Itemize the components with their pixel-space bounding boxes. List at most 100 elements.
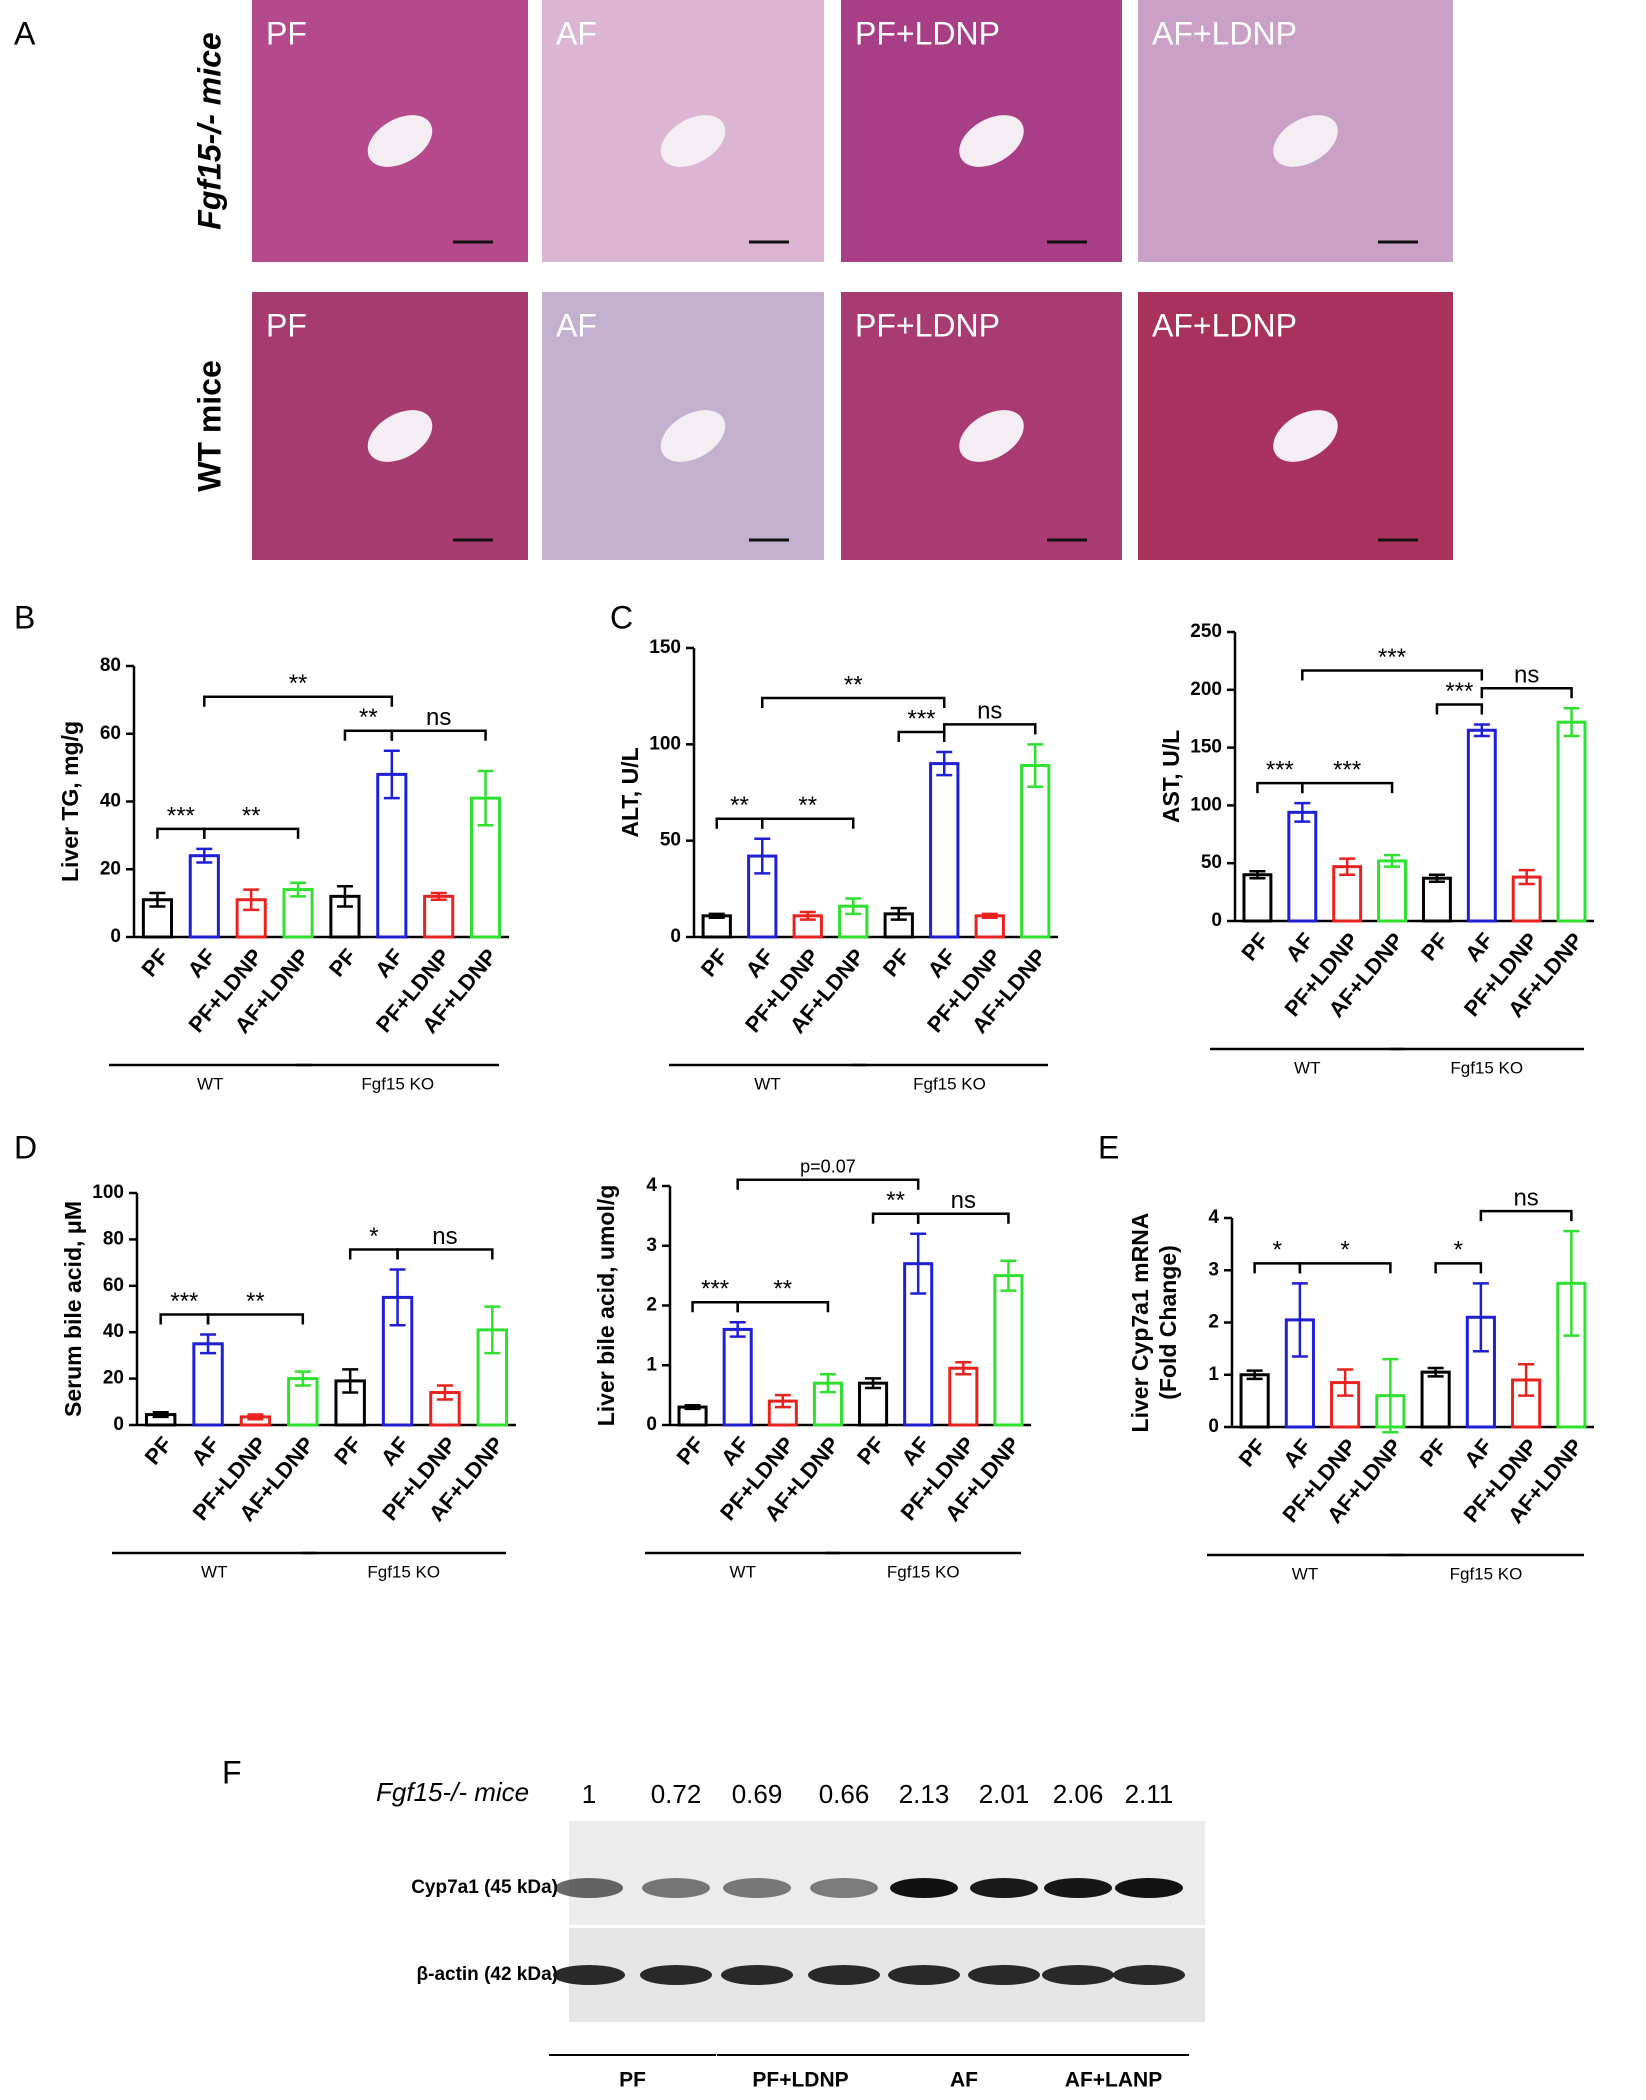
x-tick-label: AF (923, 944, 961, 983)
x-tick-label: PF (878, 944, 915, 982)
x-tick-label: PF (140, 1432, 177, 1470)
group-label: Fgf15 KO (1450, 1058, 1523, 1077)
cyp7a1-band (810, 1878, 878, 1898)
y-tick-label: 0 (113, 1414, 124, 1435)
significance-label: ns (977, 698, 1002, 725)
significance-bracket (691, 1300, 739, 1313)
bar (1466, 728, 1497, 923)
bar (858, 1381, 889, 1427)
panel-label: E (1098, 1129, 1119, 1165)
significance-label: ** (886, 1187, 905, 1214)
cyp7a1-band (555, 1878, 623, 1898)
lane-value: 2.06 (1053, 1779, 1104, 1809)
significance-label: * (1454, 1237, 1463, 1264)
x-tick-label: AF (1459, 1434, 1497, 1473)
significance-bracket (1480, 687, 1573, 699)
vessel (660, 115, 726, 167)
significance-label: * (369, 1223, 378, 1250)
significance-label: *** (1266, 756, 1294, 783)
significance-bracket (1301, 781, 1394, 794)
x-tick-label: AF (896, 1432, 934, 1471)
significance-bracket (715, 817, 764, 829)
bar (929, 762, 960, 939)
significance-label: *** (701, 1276, 729, 1303)
blot-group-label: AF (950, 2069, 978, 2092)
panel-label: A (14, 15, 36, 51)
cyp7a1-band (1044, 1878, 1112, 1898)
row-label: Fgf15-/- mice (191, 32, 227, 229)
y-axis-label: Serum bile acid, μM (60, 1201, 86, 1417)
lane-value: 0.66 (819, 1779, 870, 1809)
vessel (367, 410, 433, 462)
x-tick-label: PF (136, 944, 173, 982)
x-tick-label: AF (716, 1432, 754, 1471)
significance-bracket (159, 1313, 210, 1325)
actin-band (640, 1965, 712, 1985)
bar (1420, 1370, 1451, 1429)
bar (1377, 859, 1408, 923)
lane-value: 2.13 (899, 1779, 950, 1809)
significance-label: *** (167, 802, 195, 829)
significance-bracket (203, 827, 300, 839)
lane-value: 2.01 (979, 1779, 1030, 1809)
y-tick-label: 0 (110, 926, 121, 947)
group-label: WT (201, 1562, 227, 1581)
y-tick-label: 1 (1208, 1364, 1219, 1385)
actin-band (1042, 1965, 1114, 1985)
y-tick-label: 4 (646, 1175, 657, 1196)
significance-bracket (1301, 669, 1484, 681)
y-tick-label: 60 (103, 1275, 124, 1296)
x-tick-label: AF (186, 1432, 224, 1471)
significance-bracket (1253, 1262, 1302, 1274)
actin-band (808, 1965, 880, 1985)
significance-bracket (396, 1248, 494, 1260)
significance-bracket (156, 827, 206, 839)
significance-bracket (206, 1313, 305, 1325)
lane-value: 0.69 (732, 1779, 783, 1809)
significance-label: ns (951, 1187, 976, 1214)
y-tick-label: 40 (100, 791, 121, 812)
x-tick-label: AF (741, 944, 779, 983)
y-tick-label: 40 (103, 1321, 124, 1342)
panel-label: F (222, 1754, 242, 1790)
bar (701, 914, 732, 939)
significance-label: ns (1514, 662, 1539, 689)
y-tick-label: 150 (649, 637, 681, 658)
blot-strip (569, 1821, 1205, 1925)
actin-band (553, 1965, 625, 1985)
y-tick-label: 100 (1190, 794, 1222, 815)
group-label: Fgf15 KO (887, 1562, 960, 1581)
significance-bracket (761, 696, 946, 709)
band-label: Cyp7a1 (45 kDa) (411, 1877, 558, 1898)
x-tick-label: PF (1415, 1434, 1452, 1472)
significance-bracket (343, 729, 394, 741)
panel-label: B (14, 599, 35, 635)
y-tick-label: 80 (103, 1228, 124, 1249)
bar (1287, 810, 1318, 923)
y-tick-label: 50 (660, 830, 681, 851)
y-axis-label: ALT, U/L (617, 747, 643, 837)
significance-label: ns (426, 704, 451, 731)
significance-bracket (736, 1178, 920, 1190)
y-tick-label: 0 (1211, 910, 1222, 931)
histology-label: PF+LDNP (855, 307, 1000, 343)
bar (722, 1327, 753, 1427)
actin-band (1113, 1965, 1185, 1985)
group-label: Fgf15 KO (367, 1562, 440, 1581)
significance-bracket (203, 695, 394, 707)
significance-label: *** (1378, 644, 1406, 671)
significance-bracket (916, 1212, 1010, 1224)
group-label: Fgf15 KO (1450, 1564, 1523, 1583)
y-tick-label: 4 (1208, 1207, 1219, 1228)
panel-label: D (14, 1129, 37, 1165)
y-axis-label: (Fold Change) (1155, 1245, 1181, 1400)
y-tick-label: 100 (92, 1182, 124, 1203)
group-label: Fgf15 KO (361, 1074, 434, 1093)
cyp7a1-band (890, 1878, 958, 1898)
blot-header: Fgf15-/- mice (376, 1777, 529, 1807)
y-tick-label: 200 (1190, 679, 1222, 700)
x-tick-label: AF (1281, 928, 1319, 967)
y-axis-label: Liver Cyp7a1 mRNA (1127, 1213, 1153, 1433)
histology-label: AF+LDNP (1152, 307, 1297, 343)
